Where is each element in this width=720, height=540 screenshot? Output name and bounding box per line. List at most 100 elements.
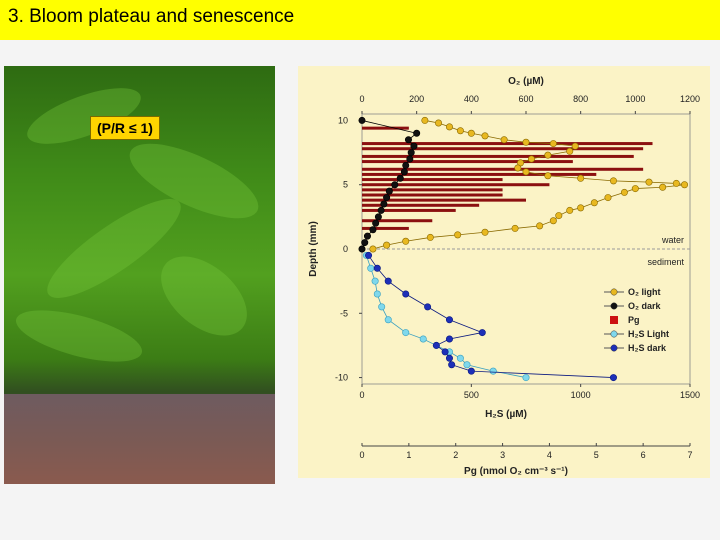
series-point bbox=[371, 277, 379, 285]
pg-bar bbox=[362, 178, 503, 182]
series-point bbox=[522, 168, 530, 176]
legend-swatch bbox=[610, 302, 618, 310]
y-axis-tick-label: 10 bbox=[338, 115, 348, 125]
series-point bbox=[424, 303, 432, 311]
series-point bbox=[522, 374, 530, 382]
pg-bar bbox=[362, 198, 526, 202]
series-point bbox=[363, 232, 371, 240]
pr-ratio-badge: (P/R ≤ 1) bbox=[90, 116, 160, 140]
bottom-axis-label: H₂S (µM) bbox=[485, 409, 527, 420]
series-point bbox=[369, 245, 377, 253]
pg-axis-tick-label: 4 bbox=[547, 450, 552, 460]
pg-axis-tick-label: 5 bbox=[594, 450, 599, 460]
series-point bbox=[566, 147, 574, 155]
series-point bbox=[372, 219, 380, 227]
series-point bbox=[566, 206, 574, 214]
bottom-axis-tick-label: 1000 bbox=[571, 390, 591, 400]
series-point bbox=[577, 204, 585, 212]
bottom-axis-tick-label: 0 bbox=[359, 390, 364, 400]
top-axis-tick-label: 1200 bbox=[680, 94, 700, 104]
legend-swatch bbox=[610, 344, 618, 352]
series-point bbox=[377, 206, 385, 214]
series-point bbox=[481, 132, 489, 140]
series-point bbox=[555, 212, 563, 220]
pg-bar bbox=[362, 208, 456, 212]
series-point bbox=[413, 129, 421, 137]
series-point bbox=[620, 188, 628, 196]
series-point bbox=[391, 181, 399, 189]
pg-axis-tick-label: 2 bbox=[453, 450, 458, 460]
top-axis-tick-label: 200 bbox=[409, 94, 424, 104]
series-point bbox=[361, 239, 369, 247]
series-point bbox=[544, 151, 552, 159]
pg-bar bbox=[362, 188, 503, 192]
series-point bbox=[522, 138, 530, 146]
pg-bar bbox=[362, 142, 653, 146]
series-point bbox=[402, 237, 410, 245]
series-point bbox=[445, 354, 453, 362]
series-point bbox=[367, 264, 375, 272]
series-point bbox=[374, 213, 382, 221]
profile-chart: 0 200 400 600 800 1000 1200 O₂ (µM) 0 500 1000 1500… bbox=[298, 66, 710, 478]
sediment-label: sediment bbox=[647, 257, 684, 267]
series-point bbox=[419, 335, 427, 343]
legend-swatch bbox=[610, 330, 618, 338]
series-point bbox=[511, 224, 519, 232]
legend-swatch bbox=[610, 288, 618, 296]
pg-axis-tick-label: 1 bbox=[406, 450, 411, 460]
series-point bbox=[467, 129, 475, 137]
y-axis-label: Depth (mm) bbox=[308, 221, 319, 277]
series-point bbox=[478, 329, 486, 337]
series-point bbox=[571, 142, 579, 150]
series-point bbox=[604, 194, 612, 202]
series-point bbox=[380, 200, 388, 208]
series-point bbox=[544, 172, 552, 180]
series-point bbox=[489, 367, 497, 375]
legend-swatch bbox=[610, 316, 618, 324]
series-point bbox=[402, 329, 410, 337]
top-axis-tick-label: 400 bbox=[464, 94, 479, 104]
series-point bbox=[404, 136, 412, 144]
series-point bbox=[527, 155, 535, 163]
series-point bbox=[536, 222, 544, 230]
legend-label: H₂S Light bbox=[628, 329, 669, 339]
pg-bar bbox=[362, 126, 409, 130]
top-axis-tick-label: 600 bbox=[518, 94, 533, 104]
series-point bbox=[383, 194, 391, 202]
pg-axis-label: Pg (nmol O₂ cm⁻³ s⁻¹) bbox=[464, 466, 568, 477]
series-point bbox=[410, 142, 418, 150]
series-point bbox=[384, 277, 392, 285]
series-point bbox=[358, 245, 366, 253]
series-point bbox=[681, 181, 689, 189]
series-point bbox=[549, 217, 557, 225]
top-axis-label: O₂ (µM) bbox=[508, 76, 544, 87]
series-point bbox=[400, 168, 408, 176]
pg-bar bbox=[362, 167, 644, 171]
top-axis-tick-label: 800 bbox=[573, 94, 588, 104]
series-point bbox=[432, 341, 440, 349]
series-point bbox=[456, 354, 464, 362]
series-point bbox=[369, 226, 377, 234]
series-point bbox=[659, 183, 667, 191]
series-point bbox=[402, 161, 410, 169]
series-point bbox=[549, 140, 557, 148]
sediment-layer bbox=[4, 394, 275, 484]
series-point bbox=[365, 251, 373, 259]
series-point bbox=[609, 374, 617, 382]
series-point bbox=[384, 316, 392, 324]
pg-bar bbox=[362, 147, 644, 151]
series-point bbox=[445, 335, 453, 343]
legend-label: H₂S dark bbox=[628, 343, 667, 353]
bottom-axis-tick-label: 500 bbox=[464, 390, 479, 400]
series-point bbox=[514, 164, 522, 172]
series-point bbox=[645, 178, 653, 186]
series-point bbox=[463, 361, 471, 369]
series-line bbox=[368, 255, 614, 378]
water-label: water bbox=[661, 235, 684, 245]
series-point bbox=[373, 290, 381, 298]
series-point bbox=[378, 303, 386, 311]
pg-bar bbox=[362, 226, 409, 230]
series-point bbox=[396, 174, 404, 182]
series-point bbox=[385, 187, 393, 195]
